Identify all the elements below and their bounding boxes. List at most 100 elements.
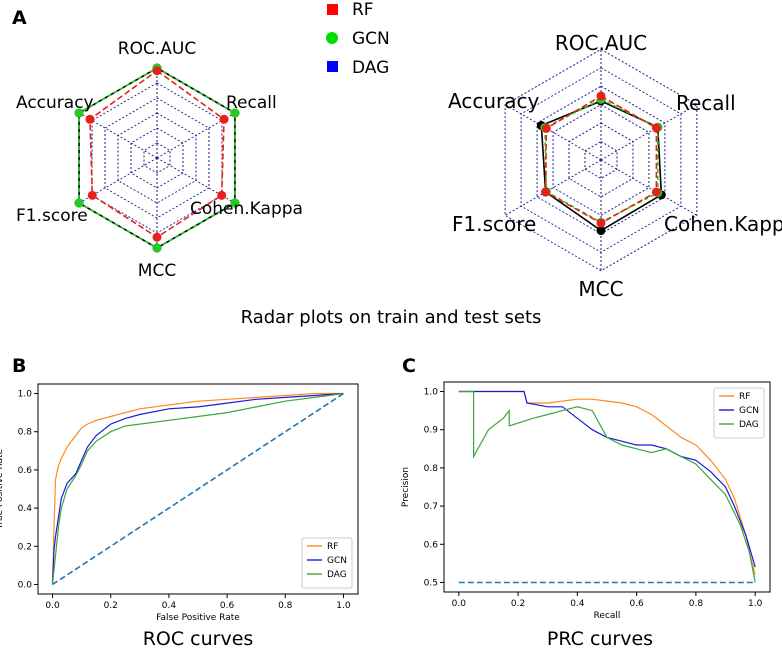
x-axis-label: Recall xyxy=(594,611,621,621)
radar-axis-label-recall: Recall xyxy=(676,91,736,115)
radar-grid-ring xyxy=(584,140,618,180)
series-line-baseline xyxy=(52,392,344,586)
x-tick-label: 0.6 xyxy=(220,601,235,611)
radar-axis-label-roc-auc: ROC.AUC xyxy=(555,31,647,55)
radar-axis-label-cohen-kappa: Cohen.Kappa xyxy=(190,199,303,219)
x-tick-label: 0.6 xyxy=(629,599,644,609)
radar-point-rf-recall xyxy=(219,114,229,124)
radar-point-rf-f1-score xyxy=(541,187,551,197)
legend-label-rf: RF xyxy=(352,0,374,20)
radar-legend: RF GCN DAG xyxy=(326,0,390,78)
panel-label-c: C xyxy=(402,355,416,377)
y-tick-label: 1.0 xyxy=(424,388,439,398)
radar-point-gcn-cohen-kappa xyxy=(230,198,240,208)
y-tick-label: 0.2 xyxy=(18,542,32,552)
legend-swatch-gcn xyxy=(326,32,338,44)
radar-spoke xyxy=(78,112,158,159)
legend-swatch-dag xyxy=(327,61,338,72)
legend-label-gcn: GCN xyxy=(327,556,347,566)
radar-point-gcn-f1-score xyxy=(74,198,84,208)
prc-chart: 0.0 0.2 0.4 0.6 0.8 1.0 0.5 0.6 0.7 0.8 0.9 1.0 Reca… xyxy=(401,381,771,621)
x-tick-label: 0.2 xyxy=(511,599,525,609)
x-tick-label: 0.0 xyxy=(45,601,60,611)
radar-point-rf-mcc xyxy=(152,232,162,242)
y-tick-label: 0.9 xyxy=(424,426,439,436)
radar-axis-label-accuracy: Accuracy xyxy=(448,89,539,113)
y-tick-label: 0.5 xyxy=(424,578,438,588)
plot-frame xyxy=(443,381,771,593)
series-line-rf xyxy=(51,392,344,585)
radar-grid-ring xyxy=(504,48,698,272)
legend-label-dag: DAG xyxy=(739,420,759,430)
radar-caption: Radar plots on train and test sets xyxy=(241,307,542,328)
series-line-rf xyxy=(458,390,756,575)
series-line-dag xyxy=(458,390,756,583)
x-tick-label: 0.8 xyxy=(689,599,704,609)
legend-label-rf: RF xyxy=(739,392,750,402)
x-tick-label: 0.4 xyxy=(570,599,585,609)
radar-point-rf-f1-score xyxy=(87,190,97,200)
y-tick-label: 0.6 xyxy=(424,540,439,550)
legend-label-rf: RF xyxy=(327,542,338,552)
x-tick-label: 1.0 xyxy=(748,599,763,609)
x-tick-label: 0.4 xyxy=(162,601,177,611)
y-tick-label: 1.0 xyxy=(18,390,33,400)
radar-spoke xyxy=(600,104,698,161)
radar-axis-label-f1-score: F1.score xyxy=(452,212,536,236)
panel-label-a: A xyxy=(12,7,27,29)
radar-axis-label-f1-score: F1.score xyxy=(16,206,88,226)
radar-grid-ring xyxy=(552,104,650,216)
legend-box xyxy=(713,387,765,439)
radar-spoke xyxy=(600,159,698,216)
legend-label-dag: DAG xyxy=(352,58,389,78)
radar-point-rf-roc-auc xyxy=(596,91,606,101)
x-tick-label: 0.8 xyxy=(278,601,293,611)
radar-spoke xyxy=(156,157,236,204)
legend-label-gcn: GCN xyxy=(739,406,759,416)
plot-frame xyxy=(37,383,359,595)
legend-label-gcn: GCN xyxy=(352,29,390,49)
x-tick-label: 1.0 xyxy=(336,601,351,611)
y-tick-label: 0.4 xyxy=(18,504,33,514)
radar-point-rf-cohen-kappa xyxy=(217,190,227,200)
radar-grid-ring xyxy=(143,142,171,174)
radar-point-gcn-accuracy xyxy=(74,108,84,118)
radar-spoke xyxy=(78,157,158,204)
series-line-gcn xyxy=(458,390,756,568)
radar-spoke xyxy=(504,159,602,216)
radar-axis-label-accuracy: Accuracy xyxy=(16,93,94,113)
radar-axis-label-roc-auc: ROC.AUC xyxy=(118,39,196,59)
radar-axis-label-recall: Recall xyxy=(226,93,277,113)
x-tick-label: 0.2 xyxy=(104,601,118,611)
roc-caption: ROC curves xyxy=(143,628,254,650)
radar-axis-label-mcc: MCC xyxy=(578,277,623,301)
legend-box xyxy=(301,537,353,589)
roc-chart: 0.0 0.2 0.4 0.6 0.8 1.0 0.0 0.2 0.4 0.6 0.8 1.0 Fals… xyxy=(0,383,359,623)
x-axis-label: False Positive Rate xyxy=(156,613,240,623)
radar-point-dag-mcc xyxy=(596,226,606,236)
y-tick-label: 0.8 xyxy=(18,428,33,438)
radar-point-rf-mcc xyxy=(596,218,606,228)
radar-spoke xyxy=(504,104,602,161)
radar-point-gcn-mcc xyxy=(152,243,162,253)
y-tick-label: 0.8 xyxy=(424,464,439,474)
radar-point-rf-accuracy xyxy=(541,123,551,133)
radar-point-gcn-recall xyxy=(230,108,240,118)
x-tick-label: 0.0 xyxy=(452,599,467,609)
y-tick-label: 0.7 xyxy=(424,502,438,512)
series-line-dag xyxy=(51,392,344,585)
y-tick-label: 0.0 xyxy=(18,580,33,590)
radar-axis-label-mcc: MCC xyxy=(138,261,176,281)
panel-label-b: B xyxy=(12,355,26,377)
radar-test: ROC.AUC Recall Cohen.Kappa MCC F1.score Accur… xyxy=(448,31,782,301)
radar-axis-label-cohen-kappa: Cohen.Kappa xyxy=(664,212,782,236)
y-axis-label: True Positive Rate xyxy=(0,448,5,530)
prc-caption: PRC curves xyxy=(547,628,653,650)
legend-label-dag: DAG xyxy=(327,570,347,580)
radar-point-rf-roc-auc xyxy=(152,66,162,76)
radar-point-rf-recall xyxy=(651,123,661,133)
legend-swatch-rf xyxy=(327,4,338,15)
series-line-gcn xyxy=(51,392,344,585)
radar-spoke xyxy=(156,112,236,159)
